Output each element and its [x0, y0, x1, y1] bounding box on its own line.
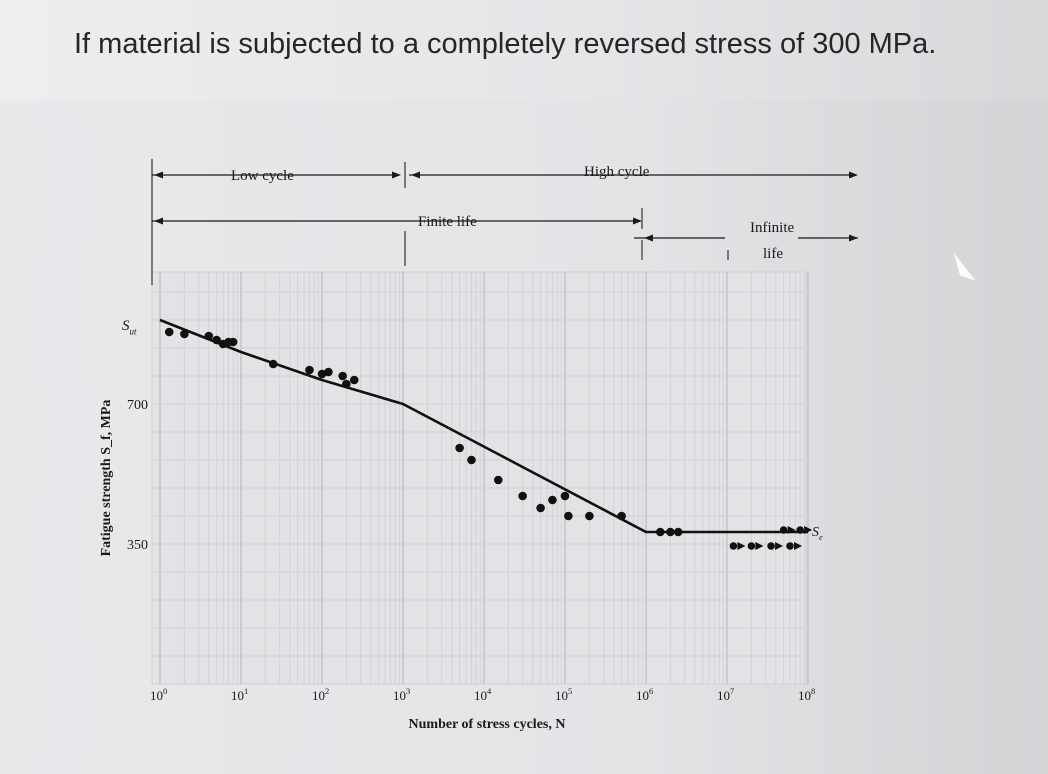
- runout-arrow-icon: [794, 542, 803, 550]
- runout-arrow-icon: [787, 526, 796, 534]
- arrowhead: [154, 217, 163, 225]
- axis-labels: 100 101 102 103 104 105 106 107 108 700 350 Sut Se Nu…: [99, 318, 823, 732]
- data-point: [548, 495, 557, 505]
- y-tick-label: 700: [127, 398, 148, 413]
- data-point: [585, 511, 594, 521]
- arrowhead: [633, 217, 642, 225]
- runout-point: [786, 542, 794, 550]
- question-text: If material is subjected to a completely…: [74, 28, 937, 60]
- infinite-life-label-line1: Infinite: [750, 220, 794, 236]
- data-point: [666, 527, 675, 537]
- arrowhead: [392, 171, 401, 179]
- runout-arrow-icon: [775, 542, 784, 550]
- data-point: [349, 375, 359, 385]
- data-point: [212, 335, 221, 345]
- high-cycle-label: High cycle: [584, 164, 650, 180]
- x-tick-label: 100: [150, 686, 167, 703]
- runout-arrow-icon: [755, 542, 764, 550]
- finite-life-label: Finite life: [418, 214, 477, 230]
- data-point: [204, 331, 214, 341]
- data-point: [518, 491, 527, 501]
- data-point: [560, 491, 570, 501]
- life-regions: Low cycle High cycle Finite life Infinite li…: [151, 159, 858, 285]
- data-point: [305, 365, 314, 375]
- x-tick-label: 107: [717, 686, 734, 703]
- runout-point: [747, 542, 756, 550]
- data-point: [180, 329, 189, 339]
- x-tick-label: 101: [231, 686, 248, 703]
- arrowhead: [849, 234, 858, 242]
- data-points: [164, 327, 813, 550]
- x-tick-label: 105: [555, 686, 572, 703]
- y-axis-label: Fatigue strength S_f, MPa: [99, 400, 114, 557]
- data-point: [164, 327, 174, 337]
- data-point: [228, 337, 238, 347]
- runout-arrow-icon: [804, 526, 813, 534]
- data-point: [342, 379, 351, 389]
- data-point: [493, 475, 503, 485]
- endurance-limit-label: Se: [812, 525, 823, 542]
- runout-point: [779, 526, 788, 534]
- x-tick-label: 106: [636, 686, 653, 703]
- data-point: [268, 359, 278, 369]
- x-tick-label: 108: [798, 686, 815, 703]
- data-point: [673, 527, 683, 537]
- x-axis-label: Number of stress cycles, N: [409, 717, 566, 732]
- infinite-life-label-line2: life: [763, 246, 783, 262]
- runout-point: [796, 526, 804, 534]
- data-point: [338, 371, 347, 381]
- data-point: [617, 511, 626, 521]
- data-point: [467, 455, 476, 465]
- x-tick-label: 102: [312, 686, 329, 703]
- data-point: [536, 503, 545, 513]
- runout-point: [729, 542, 738, 550]
- y-tick-label: 350: [127, 538, 148, 553]
- y-marker-sut: Sut: [122, 318, 137, 337]
- data-point: [455, 443, 464, 453]
- x-tick-label: 103: [393, 686, 410, 703]
- arrowhead: [849, 171, 858, 179]
- runout-point: [767, 542, 775, 550]
- data-point: [655, 527, 665, 537]
- arrowhead: [154, 171, 163, 179]
- x-tick-label: 104: [474, 686, 492, 703]
- low-cycle-label: Low cycle: [231, 168, 294, 184]
- arrowhead: [644, 234, 653, 242]
- data-point: [324, 367, 333, 377]
- runout-arrow-icon: [737, 542, 746, 550]
- arrowhead: [411, 171, 420, 179]
- data-point: [564, 511, 573, 521]
- plot-area: [151, 271, 807, 685]
